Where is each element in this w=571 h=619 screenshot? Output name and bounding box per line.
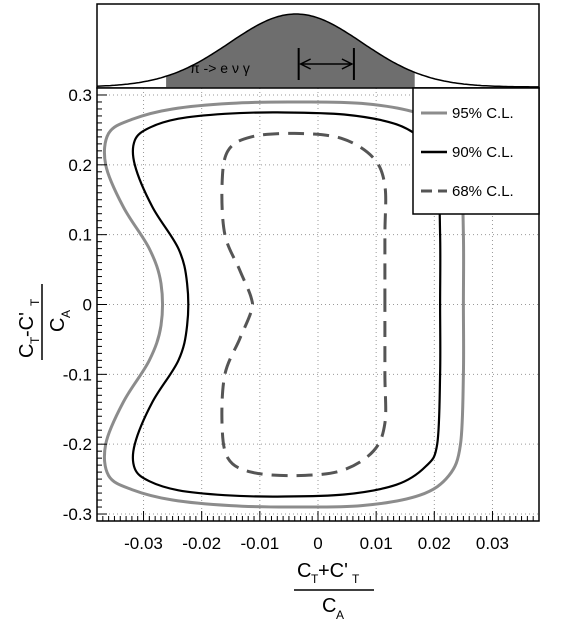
- y-tick-label: -0.2: [63, 435, 92, 454]
- x-tick-label: 0.02: [418, 534, 451, 553]
- legend-label-95: 95% C.L.: [452, 105, 514, 122]
- contour-95-cl: [102, 100, 466, 509]
- x-tick-label: -0.03: [124, 534, 163, 553]
- y-tick-label: 0.1: [68, 226, 92, 245]
- legend-label-90: 90% C.L.: [452, 144, 514, 161]
- y-label-num-sub2: T: [28, 298, 42, 306]
- x-label-den-sub: A: [336, 608, 344, 619]
- top-panel-arrowhead-left: [298, 58, 311, 70]
- y-tick-label: 0.2: [68, 156, 92, 175]
- tick-labels: -0.03 -0.02 -0.01 0 0.01 0.02 0.03 0.3 0.2 0.1 0 -0…: [63, 86, 509, 553]
- contour-68-cl: [220, 131, 388, 478]
- y-label-num-main: C: [16, 344, 38, 358]
- contour-90-cl: [131, 111, 442, 498]
- x-label-num-plus: +C': [318, 560, 348, 582]
- x-axis-label: C T +C' T C A: [294, 560, 374, 619]
- x-tick-label: 0: [313, 534, 322, 553]
- legend-label-68: 68% C.L.: [452, 183, 514, 200]
- x-tick-label: -0.01: [240, 534, 279, 553]
- top-panel-gaussian-curve: [96, 13, 539, 88]
- top-panel-process-label: π -> e ν γ: [190, 60, 250, 76]
- y-label-num-minus: -C': [16, 312, 38, 337]
- x-label-den-main: C: [322, 595, 336, 617]
- contours: [102, 100, 466, 509]
- y-tick-label: 0: [83, 296, 92, 315]
- legend: 95% C.L. 90% C.L. 68% C.L.: [412, 87, 540, 215]
- y-axis-label: C T -C' T C A: [16, 284, 73, 360]
- y-label-num-sub1: T: [28, 336, 42, 344]
- top-panel-shaded-region: [166, 14, 415, 87]
- y-tick-label: -0.3: [63, 505, 92, 524]
- y-label-den-main: C: [47, 318, 69, 332]
- y-tick-label: 0.3: [68, 86, 92, 105]
- x-tick-label: -0.02: [182, 534, 221, 553]
- y-label-den-sub: A: [59, 310, 73, 318]
- y-tick-label: -0.1: [63, 365, 92, 384]
- axis-ticks: [96, 87, 540, 522]
- x-tick-label: 0.03: [476, 534, 509, 553]
- x-tick-label: 0.01: [360, 534, 393, 553]
- x-label-num-sub1: T: [311, 572, 319, 586]
- top-panel-arrowhead-right: [341, 58, 354, 70]
- top-panel: π -> e ν γ: [96, 3, 540, 89]
- x-label-num-main: C: [297, 560, 311, 582]
- x-label-num-sub2: T: [352, 572, 360, 586]
